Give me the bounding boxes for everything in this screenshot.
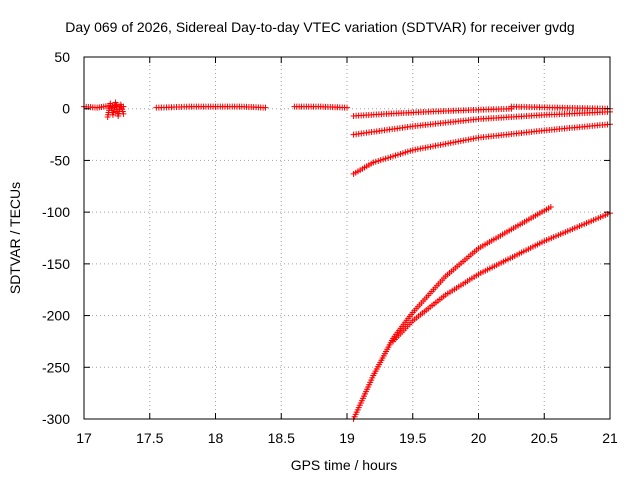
- series-arc-c: [291, 103, 350, 111]
- x-tick-label: 20: [471, 430, 487, 446]
- data-point: [344, 104, 350, 111]
- x-tick-label: 19.5: [399, 430, 426, 446]
- x-tick-label: 19: [339, 430, 355, 446]
- x-tick-label: 20.5: [531, 430, 558, 446]
- data-point: [262, 104, 269, 111]
- y-tick-labels: 50 0 -50 -100 -150 -200 -250 -300: [42, 49, 70, 427]
- data-point: [120, 110, 127, 117]
- y-tick-label: -50: [50, 152, 70, 168]
- series-arc-h: [350, 203, 554, 422]
- series-arc-f: [350, 108, 613, 138]
- y-axis-label: SDTVAR / TECUs: [7, 182, 23, 294]
- x-tick-label: 17: [76, 430, 92, 446]
- x-tick-label: 18.5: [268, 430, 295, 446]
- y-tick-label: -300: [42, 411, 70, 427]
- series-arc-a-scatter: [104, 99, 127, 120]
- y-tick-label: 0: [62, 101, 70, 117]
- grid-lines: [84, 57, 610, 419]
- x-tick-label: 17.5: [136, 430, 163, 446]
- data-points: [81, 99, 613, 422]
- x-tick-label: 18: [208, 430, 224, 446]
- y-tick-label: -100: [42, 204, 70, 220]
- y-tick-label: 50: [54, 49, 70, 65]
- series-arc-i: [390, 210, 613, 345]
- series-arc-e: [508, 103, 613, 112]
- series-arc-d: [350, 105, 515, 119]
- axis-ticks: [83, 56, 611, 420]
- y-tick-label: -150: [42, 256, 70, 272]
- series-arc-g: [350, 121, 613, 177]
- series-arc-b: [153, 103, 269, 111]
- data-point: [547, 203, 554, 210]
- y-tick-label: -250: [42, 359, 70, 375]
- y-tick-label: -200: [42, 308, 70, 324]
- x-axis-label: GPS time / hours: [291, 457, 398, 473]
- x-tick-labels: 17 17.5 18 18.5 19 19.5 20 20.5 21: [76, 430, 618, 446]
- x-tick-label: 21: [602, 430, 618, 446]
- chart-title: Day 069 of 2026, Sidereal Day-to-day VTE…: [65, 19, 574, 35]
